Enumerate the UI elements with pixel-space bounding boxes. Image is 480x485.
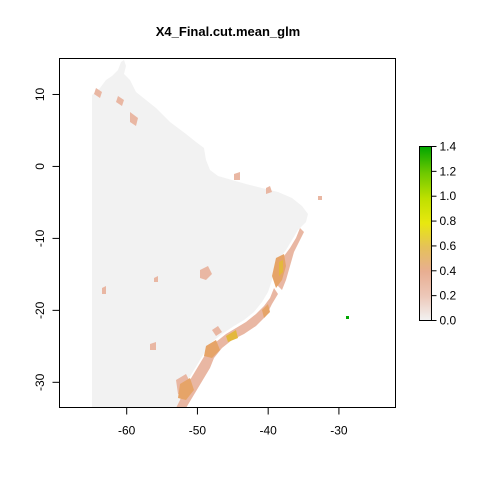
legend-tick-label: 1.4 [440, 140, 457, 154]
x-tick-label: -60 [118, 424, 136, 438]
legend-tick-label: 1.2 [440, 164, 457, 178]
y-axis: 10 0 -10 -20 -30 [33, 87, 60, 391]
x-tick-label: -30 [330, 424, 348, 438]
legend-tick-label: 0.4 [440, 264, 457, 278]
legend-tick-label: 1.0 [440, 189, 457, 203]
map-title: X4_Final.cut.mean_glm [156, 24, 301, 39]
legend-tick-label: 0.8 [440, 214, 457, 228]
legend-tick-label: 0.0 [440, 314, 457, 328]
y-tick-label: 10 [33, 87, 47, 101]
y-tick-label: 0 [33, 163, 47, 170]
coastal-suitability-high [178, 254, 286, 400]
legend-tick-label: 0.2 [440, 289, 457, 303]
x-axis: -60 -50 -40 -30 [118, 407, 348, 438]
island-point [346, 316, 349, 319]
legend-ticks: 0.0 0.2 0.4 0.6 0.8 1.0 1.2 1.4 [431, 140, 457, 328]
plot-frame [59, 58, 396, 408]
legend: 0.0 0.2 0.4 0.6 0.8 1.0 1.2 1.4 [419, 140, 457, 328]
x-tick-label: -40 [260, 424, 278, 438]
x-tick-label: -50 [189, 424, 207, 438]
land-area [92, 60, 308, 408]
legend-tick-label: 0.6 [440, 239, 457, 253]
y-tick-label: -20 [33, 301, 47, 319]
y-tick-label: -10 [33, 229, 47, 247]
y-tick-label: -30 [33, 373, 47, 391]
legend-colorbar [419, 146, 432, 321]
